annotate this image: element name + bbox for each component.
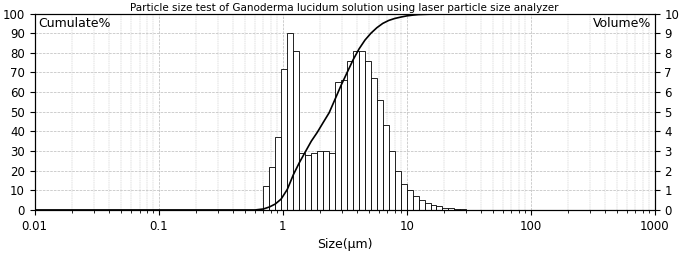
Bar xyxy=(383,125,389,210)
Bar xyxy=(430,205,436,210)
Bar xyxy=(353,51,359,210)
Bar xyxy=(401,184,406,210)
Bar xyxy=(371,78,377,210)
Bar xyxy=(436,207,443,210)
Bar xyxy=(365,61,371,210)
X-axis label: Size(μm): Size(μm) xyxy=(317,238,372,251)
Bar xyxy=(287,33,293,210)
Bar xyxy=(269,167,276,210)
Bar xyxy=(317,151,323,210)
Bar xyxy=(443,208,448,210)
Bar xyxy=(419,200,425,210)
Text: Volume%: Volume% xyxy=(593,18,651,30)
Bar xyxy=(341,80,347,210)
Bar xyxy=(329,153,335,210)
Bar xyxy=(448,208,454,210)
Bar xyxy=(276,137,281,210)
Bar xyxy=(311,153,317,210)
Bar xyxy=(454,209,460,210)
Bar xyxy=(460,209,466,210)
Title: Particle size test of Ganoderma lucidum solution using laser particle size analy: Particle size test of Ganoderma lucidum … xyxy=(130,3,559,13)
Bar xyxy=(306,155,311,210)
Bar xyxy=(395,171,401,210)
Bar xyxy=(281,69,287,210)
Bar xyxy=(425,203,430,210)
Bar xyxy=(377,100,383,210)
Bar xyxy=(263,186,269,210)
Bar xyxy=(335,82,341,210)
Bar xyxy=(359,51,365,210)
Bar xyxy=(389,151,395,210)
Bar xyxy=(299,153,306,210)
Bar xyxy=(406,190,413,210)
Bar xyxy=(323,151,329,210)
Bar xyxy=(413,196,419,210)
Bar xyxy=(347,61,353,210)
Text: Cumulate%: Cumulate% xyxy=(38,18,110,30)
Bar xyxy=(293,51,299,210)
